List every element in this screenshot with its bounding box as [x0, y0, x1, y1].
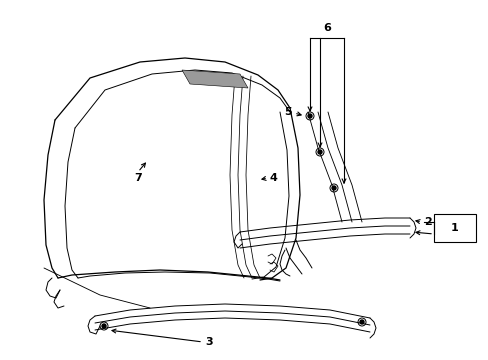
Circle shape — [317, 150, 321, 154]
Text: 1: 1 — [450, 223, 458, 233]
Circle shape — [359, 320, 363, 324]
Polygon shape — [182, 70, 247, 88]
Text: 2: 2 — [423, 217, 431, 227]
Circle shape — [331, 186, 335, 190]
Text: 3: 3 — [204, 337, 212, 347]
Circle shape — [307, 114, 311, 118]
Text: 5: 5 — [284, 107, 291, 117]
Text: 7: 7 — [134, 173, 142, 183]
Text: 4: 4 — [269, 173, 277, 183]
Bar — [433, 214, 475, 242]
Circle shape — [102, 324, 106, 328]
Text: 6: 6 — [323, 23, 330, 33]
